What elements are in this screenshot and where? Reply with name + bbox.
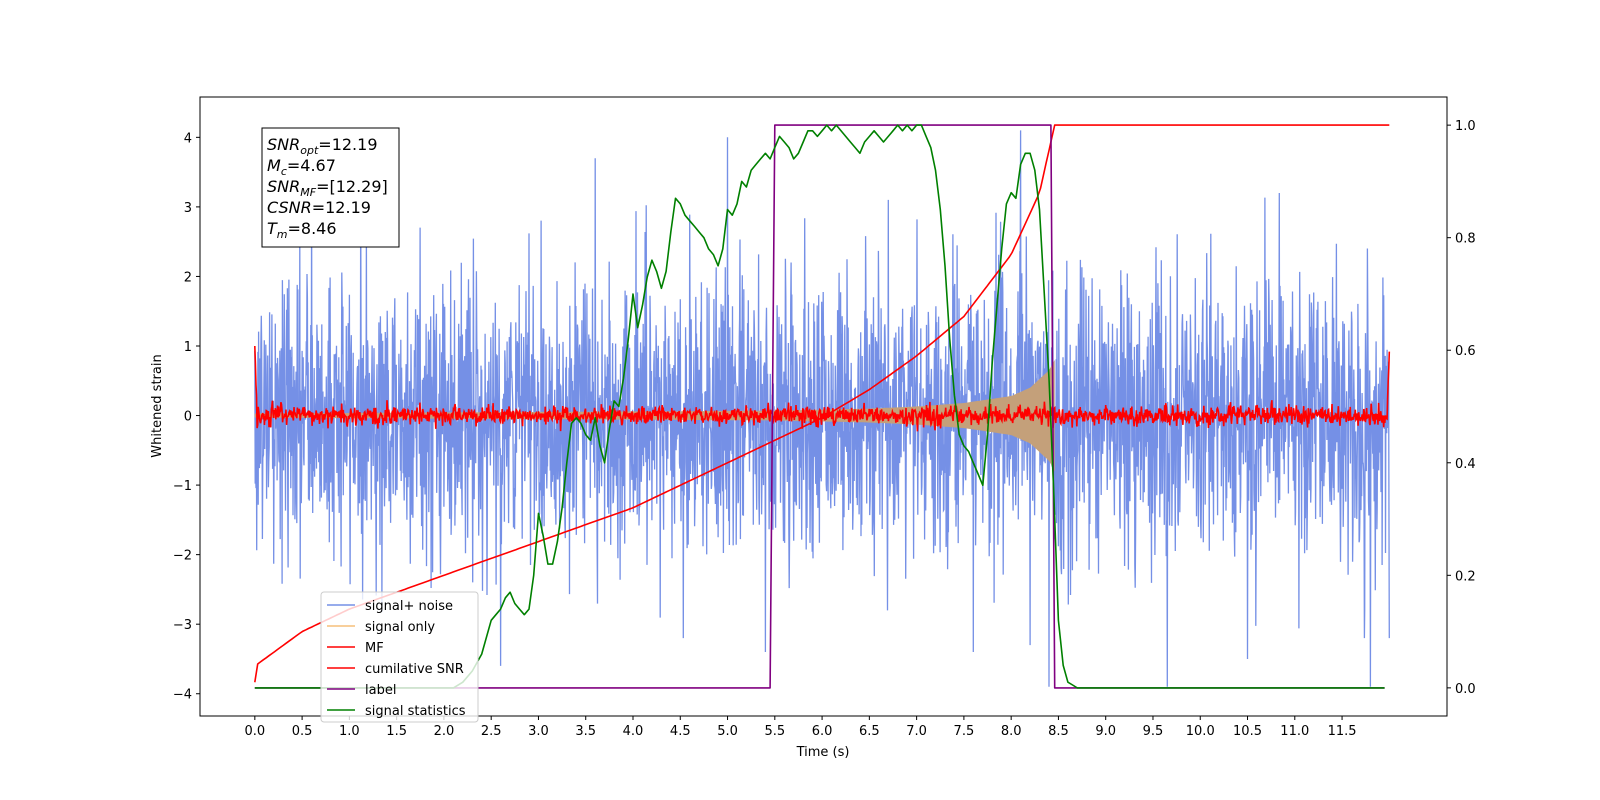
annotation-symbol: M (267, 156, 281, 175)
x-tick-label: 2.5 (481, 724, 502, 739)
annotation-frame (261, 127, 400, 248)
x-tick-label: 7.0 (906, 724, 927, 739)
x-tick-label: 11.5 (1328, 724, 1357, 739)
y-tick-label: −1 (173, 479, 192, 494)
annotation-value: =12.19 (312, 198, 371, 217)
y-tick-label: 4 (184, 131, 192, 146)
x-tick-label: 8.0 (1001, 724, 1022, 739)
annotation-line: Tm=8.46 (267, 219, 337, 241)
y-tick-label: −3 (173, 618, 192, 633)
legend-entry-signal-statistics: signal statistics (365, 704, 466, 719)
x-tick-label: 6.5 (859, 724, 880, 739)
signal-statistics-line (254, 124, 1385, 689)
x-tick-label: 9.0 (1095, 724, 1116, 739)
annotation-line: SNRMF=[12.29] (267, 177, 388, 199)
x-tick-label: 1.5 (386, 724, 407, 739)
x-tick-label: 1.0 (339, 724, 360, 739)
legend-entry-signal-only: signal only (365, 620, 435, 635)
y-tick-label: 0 (184, 410, 192, 425)
annotation-value: =12.19 (318, 135, 377, 154)
y-tick-label: 2 (184, 270, 192, 285)
legend-entry-signal-noise: signal+ noise (365, 599, 453, 614)
y-axis-right: 0.0 0.2 0.4 0.6 0.8 1.0 (1447, 119, 1476, 697)
y-axis-title: Whitened strain (150, 354, 165, 457)
annotation-subscript: opt (300, 144, 319, 157)
y2-tick-label: 0.4 (1455, 457, 1476, 472)
x-tick-label: 10.5 (1233, 724, 1262, 739)
x-tick-label: 0.0 (244, 724, 265, 739)
x-axis-title: Time (s) (796, 745, 850, 760)
y2-tick-label: 0.8 (1455, 232, 1476, 247)
annotation-value: =4.67 (287, 156, 336, 175)
annotation-value: =[12.29] (316, 177, 388, 196)
y-tick-label: 3 (184, 201, 192, 216)
annotation-symbol: CSNR (267, 198, 312, 217)
y-axis-left: −4 −3 −2 −1 0 1 2 3 4 (173, 131, 200, 703)
annotation-line: SNRopt=12.19 (267, 135, 378, 157)
plot-area (254, 124, 1391, 689)
signal-plus-noise-layer (254, 130, 1390, 687)
annotation-box: SNRopt=12.19Mc=4.67SNRMF=[12.29]CSNR=12.… (261, 127, 400, 248)
x-tick-label: 7.5 (954, 724, 975, 739)
y-tick-label: 1 (184, 340, 192, 355)
legend-entry-cumilative-snr: cumilative SNR (365, 662, 464, 677)
x-tick-label: 4.0 (623, 724, 644, 739)
mf-line (254, 345, 1391, 432)
y2-tick-label: 0.0 (1455, 682, 1476, 697)
mf-layer (254, 345, 1391, 432)
x-tick-label: 4.5 (670, 724, 691, 739)
legend-entry-mf: MF (365, 641, 384, 656)
cumilative-snr-line (254, 124, 1390, 683)
annotation-subscript: MF (300, 186, 316, 199)
y2-tick-label: 1.0 (1455, 119, 1476, 134)
x-tick-label: 5.0 (717, 724, 738, 739)
plot-frame (199, 96, 1448, 717)
x-tick-label: 3.0 (528, 724, 549, 739)
x-tick-label: 11.0 (1280, 724, 1309, 739)
x-tick-label: 10.0 (1186, 724, 1215, 739)
y2-tick-label: 0.2 (1455, 569, 1476, 584)
x-tick-label: 3.5 (575, 724, 596, 739)
annotation-value: =8.46 (288, 219, 337, 238)
x-tick-label: 5.5 (764, 724, 785, 739)
annotation-subscript: c (281, 165, 287, 178)
x-tick-label: 8.5 (1048, 724, 1069, 739)
legend-frame (320, 591, 479, 723)
y-tick-label: −2 (173, 549, 192, 564)
annotation-symbol: SNR (267, 135, 300, 154)
y2-tick-label: 0.6 (1455, 344, 1476, 359)
y-tick-label: −4 (173, 688, 192, 703)
legend-entry-label: label (365, 683, 396, 698)
x-tick-label: 9.5 (1143, 724, 1164, 739)
annotation-subscript: m (277, 228, 288, 241)
annotation-line: Mc=4.67 (267, 156, 336, 178)
annotation-symbol: T (267, 219, 278, 238)
annotation-line: CSNR=12.19 (267, 198, 371, 217)
right-axis-series-layer (254, 124, 1390, 689)
x-tick-label: 0.5 (292, 724, 313, 739)
x-tick-label: 6.0 (812, 724, 833, 739)
signal-noise-line (254, 130, 1390, 687)
x-tick-label: 2.0 (434, 724, 455, 739)
x-axis: 0.0 0.5 1.0 1.5 2.0 2.5 3.0 3.5 4.0 4.5 5.0 5.5 6.0 6… (244, 716, 1357, 739)
annotation-symbol: SNR (267, 177, 300, 196)
legend: signal+ noise signal only MF cumilative SNR… (320, 591, 479, 723)
